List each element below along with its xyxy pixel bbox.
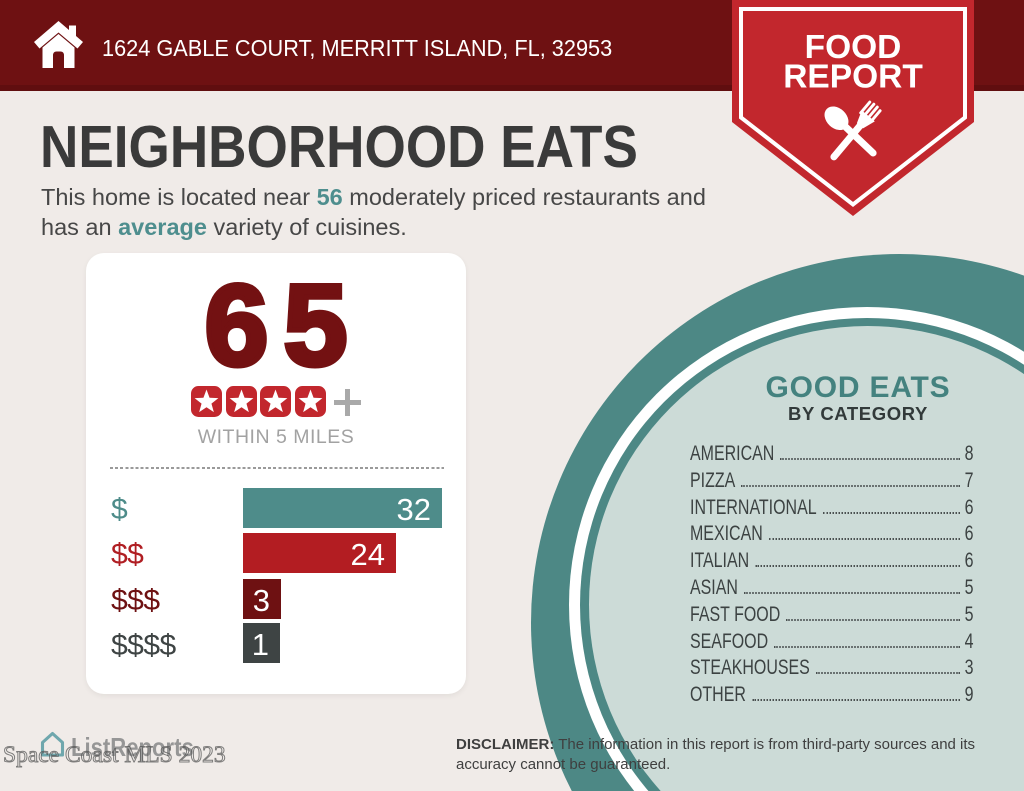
svg-text:REPORT: REPORT — [783, 59, 923, 96]
svg-text:FOOD: FOOD — [805, 29, 902, 66]
